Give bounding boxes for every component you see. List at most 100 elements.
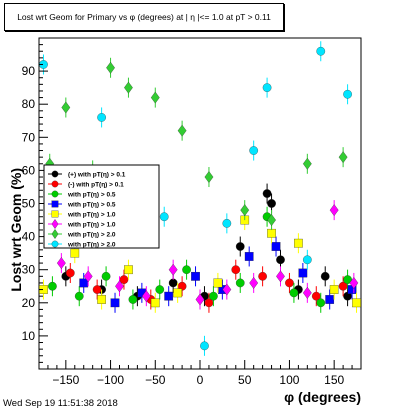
data-point [159,212,169,222]
data-point [70,248,80,258]
x-axis-title: φ (degrees) [284,389,361,405]
data-point [349,276,359,289]
data-point [209,291,218,301]
y-axis-ticks: 10 20 30 40 50 60 70 80 90 [22,37,48,370]
data-point [329,204,339,217]
data-point [92,285,102,294]
data-point [164,291,174,301]
legend-label: (+) with pT(η) > 0.1 [68,172,126,179]
x-tick-label: 100 [279,373,299,387]
data-point [343,89,352,99]
data-point [329,285,339,294]
data-point [200,341,209,351]
data-point [298,268,308,278]
data-point [302,157,312,170]
legend-marker [51,170,59,178]
y-tick-label: 20 [22,296,36,310]
legend: (+) with pT(η) > 0.1 (-) with pT(η) > 0.1… [43,164,160,249]
data-point [191,271,200,281]
legend-label: with pT(η) > 1.0 [67,222,116,229]
data-point [204,171,214,183]
data-point [150,298,160,308]
y-tick-label: 60 [22,163,36,177]
data-point [320,271,330,281]
data-point [262,83,272,93]
data-point [106,61,115,74]
data-point [74,291,84,301]
data-point [249,146,259,155]
legend-label: with pT(η) > 2.0 [67,242,116,249]
data-point [124,81,133,94]
data-point [101,271,111,281]
data-point [235,242,245,251]
data-point [276,270,285,283]
legend-box [43,164,160,249]
x-tick-label: 150 [324,373,344,387]
data-point [271,242,281,251]
data-point [302,286,312,299]
legend-marker [51,210,59,218]
data-point [231,265,241,275]
data-point [168,263,178,276]
y-tick-label: 10 [22,329,36,343]
legend-marker [51,200,59,208]
data-point [285,278,294,288]
plot-title-box: Lost wrt Geom for Primary vs φ (degrees)… [4,3,284,31]
data-point [316,46,326,56]
data-point [65,268,75,278]
data-point [294,238,303,248]
legend-label: with pT(η) > 0.5 [67,192,116,199]
legend-marker [51,229,59,239]
data-point [150,91,160,104]
data-point [168,278,178,288]
data-points [39,41,361,356]
data-point [61,101,71,114]
y-axis-title: Lost wrt Geom (%) [8,168,24,292]
data-point [213,278,223,288]
data-point [97,295,106,304]
data-point [267,214,276,227]
data-point [267,228,276,238]
x-tick-label: 0 [197,373,204,387]
y-tick-label: 90 [22,64,36,78]
y-tick-label: 80 [22,97,36,111]
legend-marker [51,190,59,198]
data-point [262,189,272,198]
data-point [235,278,245,288]
legend-label: (-) with pT(η) > 0.1 [68,182,124,189]
footer-timestamp: Wed Sep 19 11:51:38 2018 [3,398,118,409]
x-axis-ticks: −150 −100 −50 0 50 100 150 [38,360,362,387]
x-tick-label: −150 [52,373,79,387]
y-tick-label: 70 [22,130,36,144]
data-point [352,298,361,308]
data-point [240,204,250,217]
data-point [276,255,285,265]
y-tick-label: 50 [22,197,36,211]
data-point [244,252,254,261]
y-tick-label: 30 [22,263,36,277]
data-point [338,151,348,164]
data-point [182,265,191,275]
data-point [302,255,312,265]
y-tick-label: 40 [22,230,36,244]
data-point [289,288,299,298]
data-point [195,293,205,306]
legend-label: with pT(η) > 1.0 [67,212,116,219]
data-point [222,219,232,228]
data-point [177,124,187,137]
data-point [141,290,151,303]
data-point [110,298,120,308]
x-tick-label: 50 [238,373,252,387]
data-point [128,295,138,304]
data-point [316,298,326,308]
data-point [83,270,93,283]
x-tick-label: −50 [145,373,166,387]
data-point [155,285,165,294]
legend-label: with pT(η) > 2.0 [67,232,116,239]
data-point [97,113,106,122]
data-point [56,257,66,270]
data-point [173,288,182,298]
data-point [124,265,133,275]
legend-marker [51,180,59,188]
